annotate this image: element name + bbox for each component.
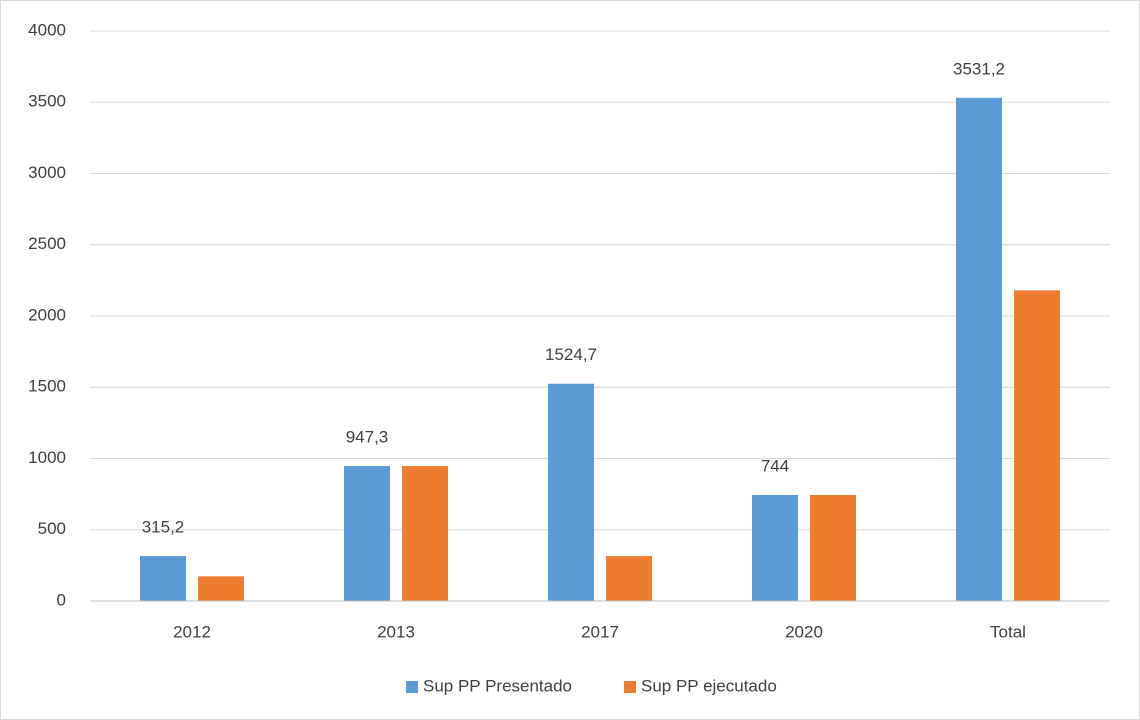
data-label: 744 bbox=[761, 456, 789, 475]
y-tick-label: 2500 bbox=[28, 234, 66, 253]
y-tick-label: 4000 bbox=[28, 20, 66, 39]
bar bbox=[548, 383, 594, 601]
bar bbox=[140, 556, 186, 601]
x-tick-label: Total bbox=[990, 622, 1026, 641]
data-label: 315,2 bbox=[142, 518, 185, 537]
bar bbox=[344, 466, 390, 601]
legend-label: Sup PP ejecutado bbox=[641, 676, 777, 695]
x-tick-label: 2020 bbox=[785, 622, 823, 641]
legend-label: Sup PP Presentado bbox=[423, 676, 572, 695]
legend-swatch bbox=[406, 681, 418, 693]
data-label: 947,3 bbox=[346, 427, 389, 446]
y-tick-label: 0 bbox=[57, 590, 66, 609]
bar bbox=[402, 466, 448, 601]
data-label: 3531,2 bbox=[953, 59, 1005, 78]
y-tick-label: 3000 bbox=[28, 163, 66, 182]
data-label: 1524,7 bbox=[545, 345, 597, 364]
bar bbox=[1014, 290, 1060, 601]
legend-swatch bbox=[624, 681, 636, 693]
bar bbox=[198, 576, 244, 601]
x-tick-label: 2012 bbox=[173, 622, 211, 641]
y-tick-label: 1500 bbox=[28, 377, 66, 396]
bar bbox=[956, 97, 1002, 601]
x-tick-label: 2017 bbox=[581, 622, 619, 641]
y-tick-label: 3500 bbox=[28, 92, 66, 111]
y-tick-label: 2000 bbox=[28, 305, 66, 324]
y-tick-label: 1000 bbox=[28, 448, 66, 467]
bar bbox=[752, 494, 798, 601]
bar bbox=[810, 494, 856, 601]
bar bbox=[606, 556, 652, 601]
x-tick-label: 2013 bbox=[377, 622, 415, 641]
y-tick-label: 500 bbox=[38, 519, 66, 538]
